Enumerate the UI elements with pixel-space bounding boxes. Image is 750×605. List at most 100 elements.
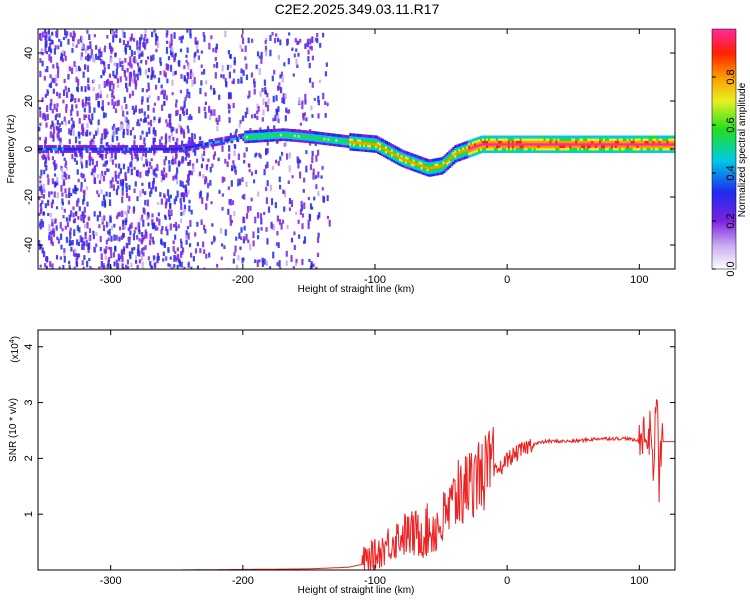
spectrogram-ridge-cell (361, 136, 365, 140)
spectrogram-ridge-cell (450, 163, 454, 167)
spectrogram-cell (57, 128, 60, 135)
spectrogram-ridge-cell (535, 137, 539, 141)
snr-scale-label: (x10 (10, 343, 21, 363)
spectrogram-ridge-cell (57, 147, 61, 151)
spectrogram-cell (178, 260, 181, 267)
spectrogram-ridge-cell (478, 141, 482, 145)
spectrogram-ridge-cell (450, 151, 454, 155)
spectrogram-cell (283, 193, 287, 198)
spectrogram-ridge-cell (75, 145, 79, 149)
spectrogram-cell (80, 172, 83, 178)
spectrogram-cell (63, 248, 66, 253)
spectrogram-cell (111, 47, 114, 52)
spectrogram-cell (293, 53, 296, 58)
spectrogram-cell (160, 229, 163, 235)
spectrogram-ridge-cell (547, 147, 551, 151)
spectrogram-cell (166, 122, 169, 127)
spectrogram-cell (192, 148, 195, 153)
spectrogram-ridge-cell (160, 147, 164, 151)
spectrogram-ridge-cell (283, 128, 287, 132)
spectrogram-cell (227, 186, 230, 190)
spectrogram-ridge-cell (301, 137, 305, 141)
spectrogram-cell (85, 239, 88, 247)
spectrogram-ridge-cell (600, 137, 604, 141)
spectrogram-ridge-cell (531, 147, 535, 151)
spectrogram-ridge-cell (376, 148, 380, 152)
spectrogram-cell (280, 222, 283, 230)
spectrogram-cell (111, 159, 115, 165)
spectrogram-ridge-cell (608, 145, 612, 149)
spectrogram-cell (93, 107, 96, 113)
spectrogram-cell (165, 256, 168, 261)
spectrogram-cell (253, 113, 257, 119)
spectrogram-ridge-cell (271, 138, 275, 142)
spectrogram-ridge-cell (180, 146, 184, 150)
spectrogram-ridge-cell (422, 169, 426, 173)
spectrogram-ridge-cell (279, 130, 283, 134)
spectrogram-cell (38, 106, 42, 111)
spectrogram-cell (229, 214, 232, 221)
spectrogram-ridge-cell (543, 149, 547, 153)
spectrogram-cell (211, 223, 214, 227)
spectrogram-ridge-cell (426, 166, 430, 170)
spectrogram-ridge-cell (392, 152, 396, 156)
spectrogram-cell (65, 166, 69, 171)
spectrogram-cell (262, 109, 265, 116)
spectrogram-ridge-cell (129, 147, 133, 151)
spectrogram-cell (107, 63, 110, 70)
spectrogram-ridge-cell (608, 149, 612, 153)
spectrogram-cell (174, 141, 177, 149)
spectrogram-ridge-cell (440, 169, 444, 173)
spectrogram-cell (182, 192, 185, 200)
spectrogram-cell (111, 31, 114, 36)
spectrogram-ridge-cell (656, 140, 660, 144)
spectrogram-cell (180, 36, 183, 44)
spectrogram-ridge-cell (474, 152, 478, 156)
spectrogram-cell (138, 222, 141, 229)
spectrogram-ridge-cell (349, 145, 353, 149)
spectrogram-ridge-cell (408, 157, 412, 161)
spectrogram-cell (152, 54, 155, 61)
spectrogram-ridge-cell (575, 137, 579, 141)
spectrogram-cell (123, 70, 127, 78)
spectrogram-cell (55, 206, 59, 210)
spectrogram-cell (68, 66, 71, 72)
spectrogram-ridge-cell (583, 145, 587, 149)
spectrogram-ridge-cell (269, 136, 273, 140)
spectrogram-ridge-cell (281, 128, 285, 132)
spectrogram-ridge-cell (622, 145, 626, 149)
spectrogram-ridge-cell (648, 140, 652, 144)
spectrogram-cell (42, 153, 45, 159)
spectrogram-cell (43, 29, 47, 34)
spectrogram-cell (113, 261, 116, 267)
spectrogram-ridge-cell (351, 133, 355, 137)
spectrogram-cell (135, 80, 138, 87)
snr-xtick-label: -100 (364, 575, 386, 587)
spectrogram-ridge-cell (363, 146, 367, 150)
spectrogram-cell (101, 133, 104, 141)
spectrogram-cell (50, 191, 53, 195)
spectrogram-cell (50, 39, 53, 45)
spectrogram-cell (221, 176, 224, 183)
spectrogram-ridge-cell (398, 162, 402, 166)
spectrogram-ridge-cell (371, 149, 375, 153)
spectrogram-ridge-cell (624, 140, 628, 144)
spectrogram-ridge-cell (380, 138, 384, 142)
spectrogram-cell (64, 120, 67, 126)
spectrogram-cell (264, 101, 268, 108)
spectrogram-cell (84, 103, 87, 107)
spectrogram-cell (105, 246, 108, 250)
spectrogram-ridge-cell (244, 135, 248, 139)
spectrogram-cell (207, 182, 210, 189)
spectrogram-ridge-cell (386, 151, 390, 155)
spectrogram-cell (143, 143, 146, 148)
spectrogram-ridge-cell (549, 145, 553, 149)
spectrogram-cell (318, 79, 322, 84)
spectrogram-ridge-cell (51, 145, 55, 149)
spectrogram-ridge-cell (606, 145, 610, 149)
spectrogram-cell (48, 37, 51, 41)
spectrogram-cell (124, 82, 128, 89)
spectrogram-ridge-cell (349, 135, 353, 139)
spectrogram-ridge-cell (434, 165, 438, 169)
spectrogram-ridge-cell (434, 158, 438, 162)
